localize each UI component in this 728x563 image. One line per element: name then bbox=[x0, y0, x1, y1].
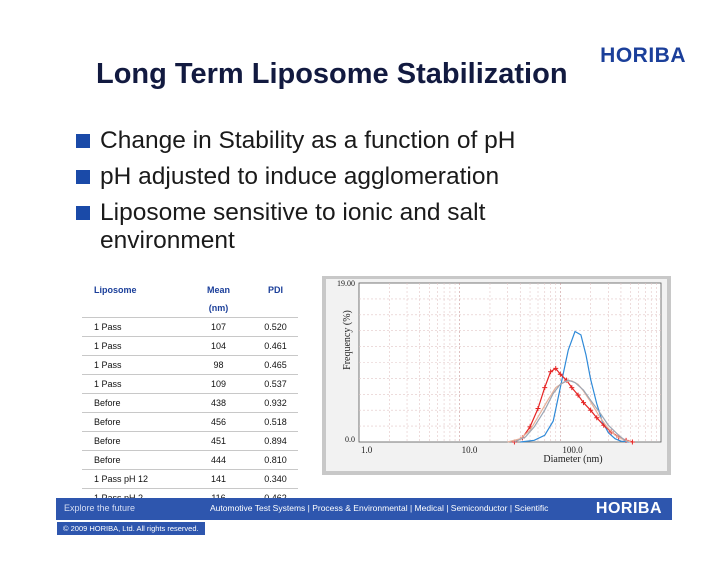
table-cell: 0.340 bbox=[241, 469, 298, 489]
table-row: Before 444 0.810 bbox=[82, 450, 298, 470]
bullet-list: Change in Stability as a function of pH … bbox=[76, 127, 600, 263]
series-marker bbox=[575, 392, 581, 398]
table-cell: Before bbox=[82, 450, 184, 470]
bullet-text: pH adjusted to induce agglomeration bbox=[100, 163, 500, 190]
table-cell: 0.810 bbox=[241, 450, 298, 470]
table-cell: 107 bbox=[184, 317, 241, 337]
series-marker bbox=[594, 415, 600, 421]
table-cell: 98 bbox=[184, 355, 241, 375]
table-cell: 141 bbox=[184, 469, 241, 489]
table-row: 1 Pass 98 0.465 bbox=[82, 355, 298, 375]
series-marker bbox=[569, 385, 575, 391]
table-cell: 0.465 bbox=[241, 355, 298, 375]
bullet-text: Change in Stability as a function of pH bbox=[100, 127, 516, 154]
table-cell: 0.894 bbox=[241, 431, 298, 451]
footer-divisions: Automotive Test Systems | Process & Envi… bbox=[210, 503, 549, 513]
table-row: 1 Pass pH 12 141 0.340 bbox=[82, 469, 298, 489]
table-cell: 456 bbox=[184, 412, 241, 432]
table-cell: 0.932 bbox=[241, 393, 298, 413]
table-row: Before 456 0.518 bbox=[82, 412, 298, 432]
bullet-square-icon bbox=[76, 206, 90, 220]
bullet-item: pH adjusted to induce agglomeration bbox=[76, 163, 600, 191]
horiba-logo: HORIBA bbox=[600, 44, 686, 67]
table-cell: 0.518 bbox=[241, 412, 298, 432]
table-header-row: Liposome Mean PDI bbox=[82, 281, 298, 299]
table-cell: Before bbox=[82, 431, 184, 451]
table-row: Before 438 0.932 bbox=[82, 393, 298, 413]
series-marker bbox=[553, 365, 559, 371]
table-cell: 1 Pass bbox=[82, 355, 184, 375]
bullet-square-icon bbox=[76, 134, 90, 148]
table-cell: Before bbox=[82, 412, 184, 432]
table-row: 1 Pass 107 0.520 bbox=[82, 317, 298, 337]
header-liposome: Liposome bbox=[94, 285, 137, 295]
series-group bbox=[507, 330, 635, 445]
bullet-item: Change in Stability as a function of pH bbox=[76, 127, 600, 155]
x-tick-label: 100.0 bbox=[562, 445, 583, 455]
series-marker bbox=[548, 369, 554, 375]
header-mean: Mean bbox=[206, 285, 230, 295]
x-tick-label: 1.0 bbox=[361, 445, 373, 455]
y-tick-label: 0.0 bbox=[345, 435, 355, 444]
table-cell: 451 bbox=[184, 431, 241, 451]
plot-area bbox=[358, 282, 662, 443]
series-marker bbox=[557, 371, 563, 377]
table-cell: 444 bbox=[184, 450, 241, 470]
series-marker bbox=[581, 400, 587, 406]
table-cell: 1 Pass bbox=[82, 317, 184, 337]
footer-logo: HORIBA bbox=[595, 500, 662, 517]
bullet-item: Liposome sensitive to ionic and salt env… bbox=[76, 199, 570, 255]
bullet-square-icon bbox=[76, 170, 90, 184]
copyright-text: © 2009 HORIBA, Ltd. All rights reserved. bbox=[57, 522, 205, 535]
y-axis-label: Frequency (%) bbox=[342, 310, 353, 370]
x-axis-label: Diameter (nm) bbox=[543, 454, 602, 465]
series-marker bbox=[629, 439, 635, 445]
page-title: Long Term Liposome Stabilization bbox=[96, 58, 568, 90]
series-line-4 bbox=[514, 379, 628, 443]
bullet-text: Liposome sensitive to ionic and salt env… bbox=[100, 199, 486, 254]
table-subheader-row: (nm) bbox=[82, 299, 298, 318]
x-tick-label: 10.0 bbox=[462, 445, 478, 455]
table-cell: 1 Pass bbox=[82, 374, 184, 394]
table-row: 1 Pass 109 0.537 bbox=[82, 374, 298, 394]
series-line-1 bbox=[520, 330, 631, 443]
grid-lines bbox=[359, 283, 661, 442]
table-cell: 0.537 bbox=[241, 374, 298, 394]
table-cell: 104 bbox=[184, 336, 241, 356]
series-marker bbox=[542, 385, 548, 391]
header-pdi: PDI bbox=[267, 285, 283, 295]
table-cell: 109 bbox=[184, 374, 241, 394]
liposome-table: Liposome Mean PDI (nm) 1 Pass 107 0.520 1 … bbox=[82, 281, 298, 508]
series-marker bbox=[535, 406, 541, 412]
table-cell: 1 Pass pH 12 bbox=[82, 469, 184, 489]
table-row: 1 Pass 104 0.461 bbox=[82, 336, 298, 356]
header-unit: (nm) bbox=[184, 299, 241, 318]
table-cell: 0.461 bbox=[241, 336, 298, 356]
table-cell: 0.520 bbox=[241, 317, 298, 337]
table-row: Before 451 0.894 bbox=[82, 431, 298, 451]
footer-bar: Explore the future Automotive Test Syste… bbox=[56, 498, 672, 520]
table-cell: 1 Pass bbox=[82, 336, 184, 356]
y-tick-label: 19.00 bbox=[337, 279, 355, 288]
series-marker bbox=[588, 407, 594, 413]
tick-labels: 1.0 10.0 100.0 0.0 19.00 bbox=[337, 279, 583, 455]
footer-tagline: Explore the future bbox=[64, 503, 136, 513]
table-cell: 438 bbox=[184, 393, 241, 413]
table-cell: Before bbox=[82, 393, 184, 413]
size-distribution-chart: 1.0 10.0 100.0 0.0 19.00 Diameter (nm) Frequ… bbox=[322, 276, 671, 475]
